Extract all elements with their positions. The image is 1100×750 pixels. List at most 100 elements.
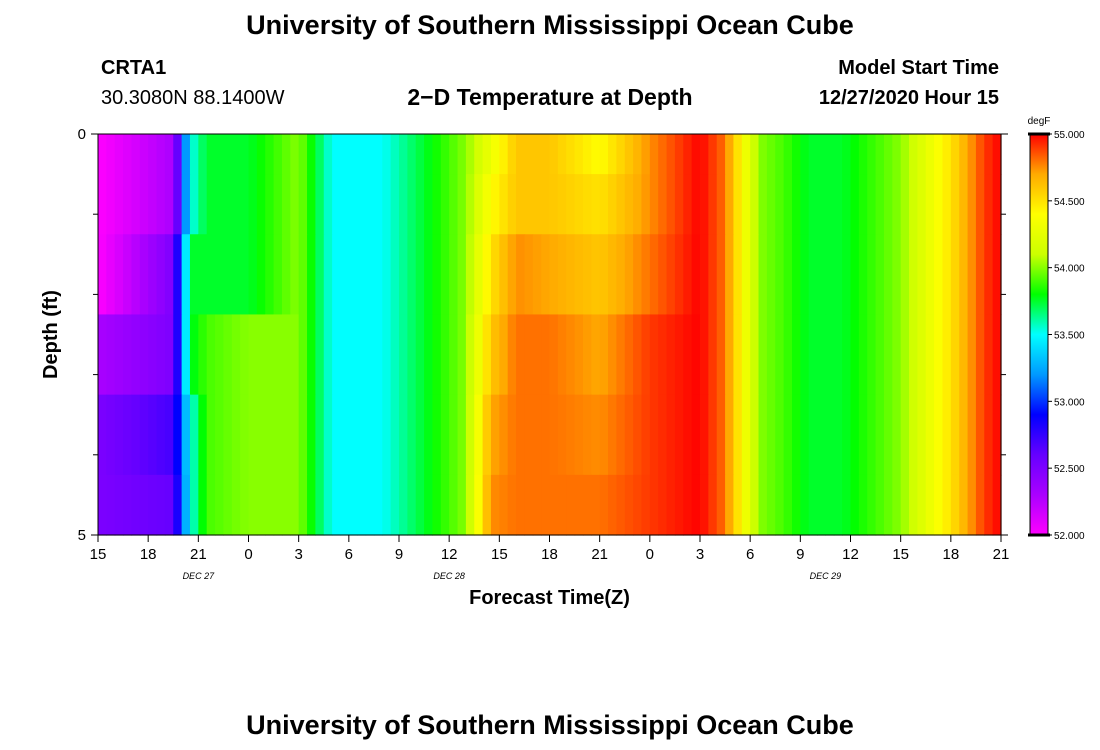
heatmap-cell xyxy=(449,174,459,235)
heatmap-cell xyxy=(507,234,517,316)
heatmap-cell xyxy=(223,174,233,235)
heatmap-cell xyxy=(482,474,492,536)
heatmap-cell xyxy=(557,474,567,536)
heatmap-cell xyxy=(373,314,383,396)
heatmap-cell xyxy=(198,234,208,316)
heatmap-cell xyxy=(758,134,768,175)
heatmap-cell xyxy=(633,134,643,175)
heatmap-cell xyxy=(700,234,709,316)
heatmap-cell xyxy=(139,474,149,536)
heatmap-cell xyxy=(883,314,893,396)
heatmap-cell xyxy=(900,234,910,316)
heatmap-cell xyxy=(373,134,383,175)
heatmap-cell xyxy=(524,234,534,316)
heatmap-cell xyxy=(934,174,944,235)
heatmap-cell xyxy=(114,314,124,396)
heatmap-cell xyxy=(992,314,1002,396)
heatmap-cell xyxy=(942,314,952,396)
heatmap-cell xyxy=(348,394,358,476)
colorbar-tick-label: 53.500 xyxy=(1054,331,1085,342)
heatmap-cell xyxy=(323,134,333,175)
heatmap-cell xyxy=(189,134,199,175)
heatmap-cell xyxy=(256,394,266,476)
heatmap-cell xyxy=(215,234,225,316)
heatmap-cell xyxy=(273,134,283,175)
y-axis: 05 xyxy=(78,126,1008,544)
heatmap-cell xyxy=(549,314,559,396)
heatmap-cell xyxy=(215,474,225,536)
heatmap-cell xyxy=(591,314,601,396)
heatmap-cell xyxy=(850,234,860,316)
heatmap-cell xyxy=(850,134,860,175)
heatmap-cell xyxy=(240,394,250,476)
colorbar: 55.000 54.500 54.000 53.500 53.000 52.500 52.0… xyxy=(1028,116,1085,542)
heatmap-cell xyxy=(189,314,199,396)
heatmap-cell xyxy=(390,394,400,476)
date-label: DEC 28 xyxy=(433,571,465,581)
heatmap-cell xyxy=(432,474,442,536)
heatmap-cell xyxy=(833,394,843,476)
heatmap-cell xyxy=(783,314,793,396)
heatmap-cell xyxy=(984,234,994,316)
heatmap-cell xyxy=(123,394,133,476)
heatmap-cell xyxy=(917,134,927,175)
heatmap-cell xyxy=(557,134,567,175)
heatmap-cell xyxy=(181,474,191,536)
heatmap-cell xyxy=(909,134,918,175)
heatmap-cell xyxy=(867,314,877,396)
heatmap-cell xyxy=(507,314,517,396)
heatmap-cell xyxy=(407,394,417,476)
x-tick-label: 21 xyxy=(190,546,207,563)
heatmap-cell xyxy=(925,474,935,536)
heatmap-cell xyxy=(950,394,960,476)
heatmap-cell xyxy=(265,174,275,235)
heatmap-cell xyxy=(490,394,500,476)
heatmap-cell xyxy=(449,394,459,476)
heatmap-cell xyxy=(382,174,392,235)
heatmap-cell xyxy=(574,474,584,536)
heatmap-cell xyxy=(967,134,977,175)
heatmap-cell xyxy=(683,314,693,396)
heatmap-cell xyxy=(716,134,726,175)
heatmap-cell xyxy=(164,174,174,235)
heatmap-cell xyxy=(332,474,342,536)
heatmap-cell xyxy=(173,394,183,476)
heatmap-cell xyxy=(240,174,250,235)
heatmap-cell xyxy=(407,314,417,396)
heatmap-cell xyxy=(666,174,676,235)
heatmap-cell xyxy=(691,174,701,235)
heatmap-cell xyxy=(725,174,735,235)
heatmap-cell xyxy=(725,394,735,476)
heatmap-cell xyxy=(975,394,985,476)
heatmap-cell xyxy=(139,234,149,316)
heatmap-cell xyxy=(725,314,735,396)
heatmap-cell xyxy=(967,234,977,316)
heatmap-cell xyxy=(549,394,559,476)
heatmap-cell xyxy=(332,134,342,175)
heatmap-cell xyxy=(516,314,526,396)
heatmap-cell xyxy=(875,314,885,396)
heatmap-cell xyxy=(507,134,517,175)
heatmap-cell xyxy=(290,394,300,476)
heatmap-cell xyxy=(432,134,442,175)
heatmap-cell xyxy=(231,394,241,476)
heatmap-cell xyxy=(315,314,325,396)
heatmap-cell xyxy=(766,394,776,476)
heatmap-cell xyxy=(766,134,776,175)
heatmap-cell xyxy=(791,234,801,316)
heatmap-cell xyxy=(365,174,375,235)
heatmap-cell xyxy=(390,174,400,235)
heatmap-cell xyxy=(407,234,417,316)
heatmap-cell xyxy=(440,134,450,175)
heatmap-cell xyxy=(131,394,141,476)
heatmap-cell xyxy=(181,234,191,316)
heatmap-cell xyxy=(817,134,827,175)
heatmap-cell xyxy=(532,174,542,235)
heatmap-cell xyxy=(281,314,291,396)
heatmap-cell xyxy=(332,174,342,235)
heatmap-cell xyxy=(842,234,852,316)
heatmap-cell xyxy=(992,394,1002,476)
heatmap-cell xyxy=(323,314,333,396)
heatmap-cell xyxy=(532,234,542,316)
